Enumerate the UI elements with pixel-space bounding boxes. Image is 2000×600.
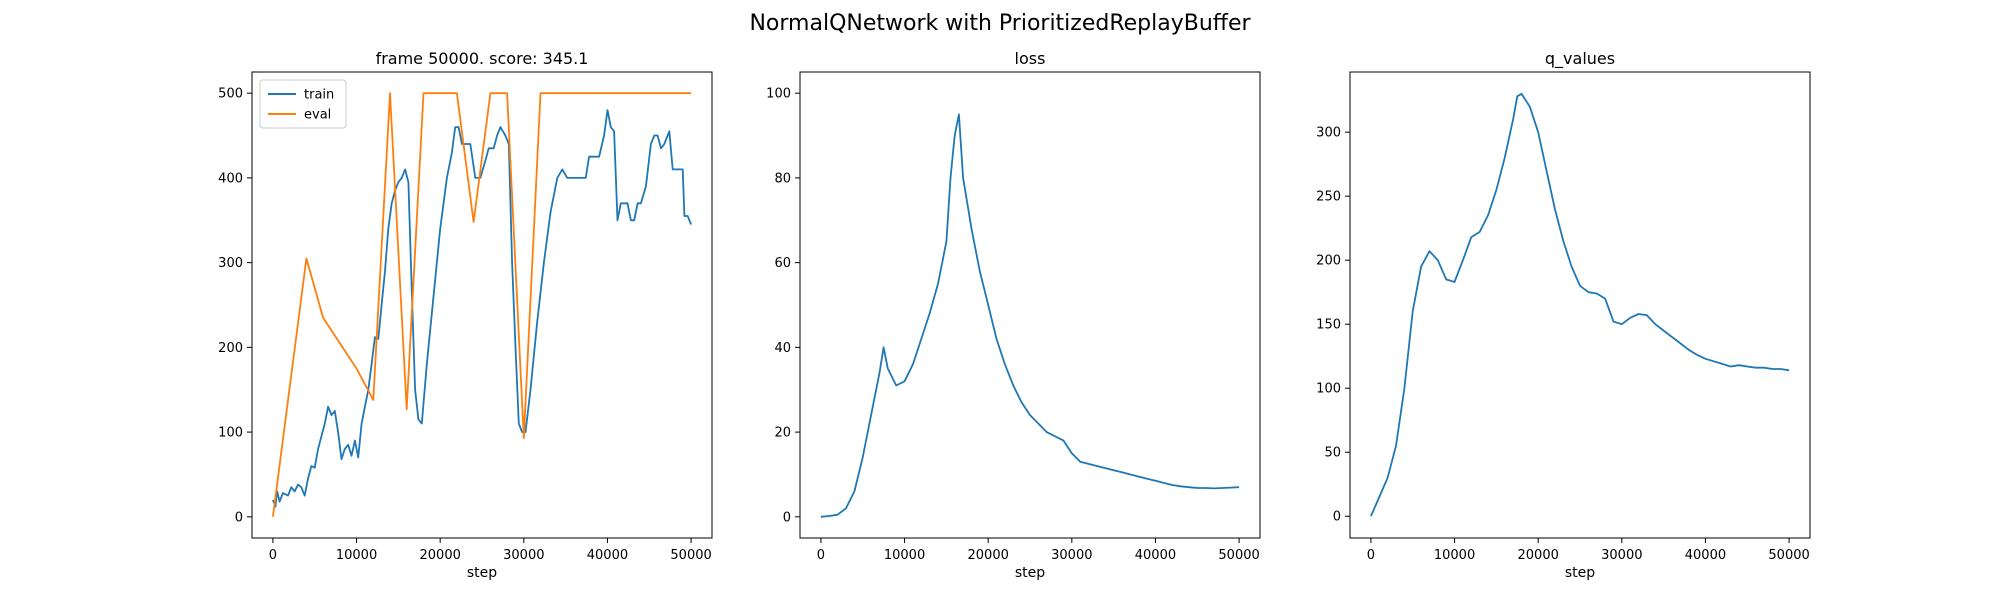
subplot-q-values: q_values step 0 10000 20000 30000 40000 50000… bbox=[1316, 49, 1811, 581]
y-tick-label: 100 bbox=[766, 87, 791, 102]
x-axis-label: step bbox=[1565, 565, 1595, 581]
y-tick-label: 400 bbox=[218, 171, 243, 186]
x-tick-label: 20000 bbox=[968, 548, 1009, 563]
y-tick-label: 0 bbox=[783, 510, 791, 525]
x-tick-label: 50000 bbox=[670, 548, 711, 563]
x-tick-label: 50000 bbox=[1218, 548, 1259, 563]
x-tick-label: 10000 bbox=[884, 548, 925, 563]
series-line-value bbox=[1370, 92, 1790, 517]
subplot-title: frame 50000. score: 345.1 bbox=[376, 49, 589, 68]
legend: train eval bbox=[259, 79, 347, 129]
y-tick-label: 0 bbox=[235, 510, 243, 525]
y-tick-label: 500 bbox=[218, 87, 243, 102]
x-tick-label: 30000 bbox=[503, 548, 544, 563]
y-tick-label: 200 bbox=[1316, 254, 1341, 269]
y-tick-label: 80 bbox=[774, 171, 791, 186]
x-tick-label: 20000 bbox=[1518, 548, 1559, 563]
y-tick-label: 250 bbox=[1316, 190, 1341, 205]
series-line-train bbox=[272, 109, 692, 508]
x-tick-label: 40000 bbox=[1135, 548, 1176, 563]
y-tick-label: 50 bbox=[1324, 446, 1341, 461]
y-tick-label: 200 bbox=[218, 341, 243, 356]
y-tick-label: 60 bbox=[774, 256, 791, 271]
subplot-loss: loss step 0 10000 20000 30000 40000 50000 0 20 4… bbox=[766, 49, 1261, 581]
axes-frame bbox=[1349, 71, 1811, 539]
x-tick-label: 50000 bbox=[1768, 548, 1809, 563]
y-tick-label: 100 bbox=[1316, 382, 1341, 397]
x-tick-label: 20000 bbox=[420, 548, 461, 563]
x-tick-label: 0 bbox=[817, 548, 825, 563]
legend-label-eval: eval bbox=[304, 108, 331, 123]
y-tick-label: 300 bbox=[218, 256, 243, 271]
x-tick-label: 40000 bbox=[1685, 548, 1726, 563]
series-line-eval bbox=[272, 92, 692, 517]
x-axis-label: step bbox=[1015, 565, 1045, 581]
x-tick-label: 40000 bbox=[587, 548, 628, 563]
x-axis-label: step bbox=[467, 565, 497, 581]
x-tick-label: 10000 bbox=[336, 548, 377, 563]
subplot-title: loss bbox=[1015, 49, 1046, 68]
axes-frame bbox=[799, 71, 1261, 539]
y-tick-label: 20 bbox=[774, 426, 791, 441]
axes-frame bbox=[251, 71, 713, 539]
x-tick-label: 30000 bbox=[1601, 548, 1642, 563]
y-tick-label: 300 bbox=[1316, 126, 1341, 141]
x-tick-label: 10000 bbox=[1434, 548, 1475, 563]
y-tick-label: 100 bbox=[218, 426, 243, 441]
subplot-score: frame 50000. score: 345.1 step 0 10000 200… bbox=[218, 49, 713, 581]
legend-label-train: train bbox=[304, 88, 334, 103]
legend-box bbox=[259, 79, 347, 129]
figure-suptitle: NormalQNetwork with PrioritizedReplayBuf… bbox=[749, 11, 1251, 36]
subplot-title: q_values bbox=[1545, 49, 1615, 69]
y-tick-label: 0 bbox=[1333, 510, 1341, 525]
y-tick-label: 40 bbox=[774, 341, 791, 356]
x-tick-label: 30000 bbox=[1051, 548, 1092, 563]
series-line-value bbox=[820, 113, 1240, 518]
x-tick-label: 0 bbox=[269, 548, 277, 563]
x-tick-label: 0 bbox=[1367, 548, 1375, 563]
y-tick-label: 150 bbox=[1316, 318, 1341, 333]
